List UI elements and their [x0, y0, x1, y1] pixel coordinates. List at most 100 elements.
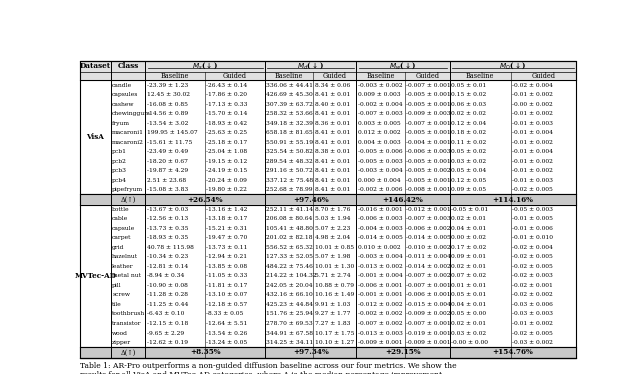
- Text: Δ(↑): Δ(↑): [120, 349, 136, 356]
- Text: -0.009 ± 0.001: -0.009 ± 0.001: [358, 340, 403, 345]
- Text: -0.005 ± 0.003: -0.005 ± 0.003: [358, 159, 403, 163]
- Text: +8.35%: +8.35%: [190, 349, 221, 356]
- Bar: [80, 281, 576, 290]
- Text: +97.46%: +97.46%: [293, 196, 328, 203]
- Text: 10.88 ± 0.79: 10.88 ± 0.79: [315, 283, 354, 288]
- Text: -0.013 ± 0.003: -0.013 ± 0.003: [358, 331, 403, 335]
- Text: -0.05 ± 0.003: -0.05 ± 0.003: [512, 207, 553, 212]
- Bar: [80, 118, 576, 128]
- Text: -19.47 ± 0.70: -19.47 ± 0.70: [207, 236, 248, 240]
- Text: 2.51 ± 23.68: 2.51 ± 23.68: [147, 178, 186, 183]
- Text: 0.02 ± 0.01: 0.02 ± 0.01: [451, 264, 486, 269]
- Text: +97.34%: +97.34%: [292, 349, 328, 356]
- Bar: [80, 319, 576, 328]
- Text: -18.93 ± 0.42: -18.93 ± 0.42: [207, 120, 248, 126]
- Text: -0.01 ± 0.002: -0.01 ± 0.002: [512, 159, 553, 163]
- Text: 0.12 ± 0.04: 0.12 ± 0.04: [451, 120, 486, 126]
- Text: -0.006 ± 0.002: -0.006 ± 0.002: [406, 226, 451, 231]
- Bar: [80, 175, 576, 185]
- Bar: [80, 338, 576, 347]
- Text: 0.03 ± 0.02: 0.03 ± 0.02: [451, 159, 486, 163]
- Bar: [80, 300, 576, 309]
- Text: -18.20 ± 0.67: -18.20 ± 0.67: [147, 159, 188, 163]
- Text: -0.007 ± 0.003: -0.007 ± 0.003: [406, 217, 451, 221]
- Text: -0.01 ± 0.004: -0.01 ± 0.004: [512, 149, 553, 154]
- Bar: [80, 99, 576, 109]
- Text: -0.02 ± 0.004: -0.02 ± 0.004: [512, 83, 553, 88]
- Bar: [80, 137, 576, 147]
- Text: -0.005 ± 0.002: -0.005 ± 0.002: [406, 168, 451, 173]
- Text: -0.005 ± 0.001: -0.005 ± 0.001: [406, 178, 451, 183]
- Text: 337.12 ± 75.48: 337.12 ± 75.48: [266, 178, 314, 183]
- Bar: [80, 128, 576, 137]
- Text: -0.015 ± 0.004: -0.015 ± 0.004: [406, 302, 451, 307]
- Text: leather: leather: [112, 264, 134, 269]
- Text: -0.019 ± 0.001: -0.019 ± 0.001: [406, 331, 451, 335]
- Text: -0.012 ± 0.002: -0.012 ± 0.002: [358, 302, 403, 307]
- Bar: [80, 328, 576, 338]
- Text: 0.01 ± 0.01: 0.01 ± 0.01: [451, 283, 486, 288]
- Text: 484.22 ± 75.46: 484.22 ± 75.46: [266, 264, 314, 269]
- Text: -0.01 ± 0.006: -0.01 ± 0.006: [512, 226, 553, 231]
- Text: 0.07 ± 0.02: 0.07 ± 0.02: [451, 273, 486, 279]
- Text: -0.004 ± 0.001: -0.004 ± 0.001: [406, 140, 451, 145]
- Text: pcb2: pcb2: [112, 159, 127, 163]
- Text: -0.003 ± 0.004: -0.003 ± 0.004: [358, 254, 403, 260]
- Text: toothbrush: toothbrush: [112, 312, 145, 316]
- Text: -0.02 ± 0.005: -0.02 ± 0.005: [512, 254, 553, 260]
- Text: 0.012 ± 0.002: 0.012 ± 0.002: [358, 130, 401, 135]
- Text: 242.05 ± 20.04: 242.05 ± 20.04: [266, 283, 313, 288]
- Text: macaroni1: macaroni1: [112, 130, 144, 135]
- Text: -0.005 ± 0.001: -0.005 ± 0.001: [406, 102, 451, 107]
- Text: -0.01 ± 0.003: -0.01 ± 0.003: [512, 178, 553, 183]
- Text: -6.43 ± 0.10: -6.43 ± 0.10: [147, 312, 184, 316]
- Text: capsule: capsule: [112, 226, 136, 231]
- Text: -19.15 ± 0.12: -19.15 ± 0.12: [207, 159, 248, 163]
- Text: -0.03 ± 0.006: -0.03 ± 0.006: [512, 302, 553, 307]
- Text: -0.007 ± 0.002: -0.007 ± 0.002: [406, 273, 451, 279]
- Text: -15.08 ± 3.83: -15.08 ± 3.83: [147, 187, 188, 192]
- Text: 5.07 ± 1.98: 5.07 ± 1.98: [315, 254, 350, 260]
- Bar: [80, 224, 576, 233]
- Text: 658.18 ± 81.65: 658.18 ± 81.65: [266, 130, 313, 135]
- Text: carpet: carpet: [112, 236, 132, 240]
- Text: 0.09 ± 0.05: 0.09 ± 0.05: [451, 187, 486, 192]
- Text: -0.00 ± 0.00: -0.00 ± 0.00: [451, 340, 488, 345]
- Text: -0.01 ± 0.002: -0.01 ± 0.002: [512, 92, 553, 97]
- Bar: [80, 262, 576, 271]
- Text: 10.16 ± 1.49: 10.16 ± 1.49: [315, 292, 354, 297]
- Text: 426.69 ± 45.30: 426.69 ± 45.30: [266, 92, 313, 97]
- Text: $M_d$($\downarrow$): $M_d$($\downarrow$): [297, 61, 324, 71]
- Text: -25.18 ± 0.17: -25.18 ± 0.17: [207, 140, 248, 145]
- Bar: [80, 347, 576, 358]
- Text: -0.014 ± 0.005: -0.014 ± 0.005: [358, 236, 403, 240]
- Text: Guided: Guided: [531, 72, 556, 80]
- Text: 10.17 ± 1.75: 10.17 ± 1.75: [315, 331, 354, 335]
- Text: 10.01 ± 1.30: 10.01 ± 1.30: [315, 264, 354, 269]
- Text: 9.91 ± 1.03: 9.91 ± 1.03: [315, 302, 350, 307]
- Text: pcb4: pcb4: [112, 178, 127, 183]
- Text: 40.78 ± 115.98: 40.78 ± 115.98: [147, 245, 194, 250]
- Text: 0.15 ± 0.02: 0.15 ± 0.02: [451, 92, 486, 97]
- Text: zipper: zipper: [112, 340, 131, 345]
- Text: -11.25 ± 0.44: -11.25 ± 0.44: [147, 302, 188, 307]
- Text: 7.27 ± 1.83: 7.27 ± 1.83: [315, 321, 350, 326]
- Text: 8.41 ± 0.01: 8.41 ± 0.01: [315, 168, 350, 173]
- Text: 0.17 ± 0.02: 0.17 ± 0.02: [451, 245, 486, 250]
- Text: -0.007 ± 0.001: -0.007 ± 0.001: [406, 321, 451, 326]
- Text: 0.05 ± 0.04: 0.05 ± 0.04: [451, 168, 486, 173]
- Bar: [80, 233, 576, 243]
- Text: 5.07 ± 2.23: 5.07 ± 2.23: [315, 226, 350, 231]
- Text: -0.01 ± 0.002: -0.01 ± 0.002: [512, 140, 553, 145]
- Text: -0.006 ± 0.001: -0.006 ± 0.001: [358, 283, 403, 288]
- Text: 10.01 ± 0.85: 10.01 ± 0.85: [315, 245, 354, 250]
- Text: -0.003 ± 0.004: -0.003 ± 0.004: [358, 168, 403, 173]
- Text: -17.13 ± 0.33: -17.13 ± 0.33: [207, 102, 248, 107]
- Text: 278.70 ± 69.53: 278.70 ± 69.53: [266, 321, 313, 326]
- Text: cable: cable: [112, 217, 129, 221]
- Text: -8.94 ± 0.34: -8.94 ± 0.34: [147, 273, 184, 279]
- Text: 0.02 ± 0.01: 0.02 ± 0.01: [451, 217, 486, 221]
- Bar: [80, 61, 576, 72]
- Text: -0.014 ± 0.002: -0.014 ± 0.002: [406, 264, 451, 269]
- Text: -0.002 ± 0.006: -0.002 ± 0.006: [358, 187, 403, 192]
